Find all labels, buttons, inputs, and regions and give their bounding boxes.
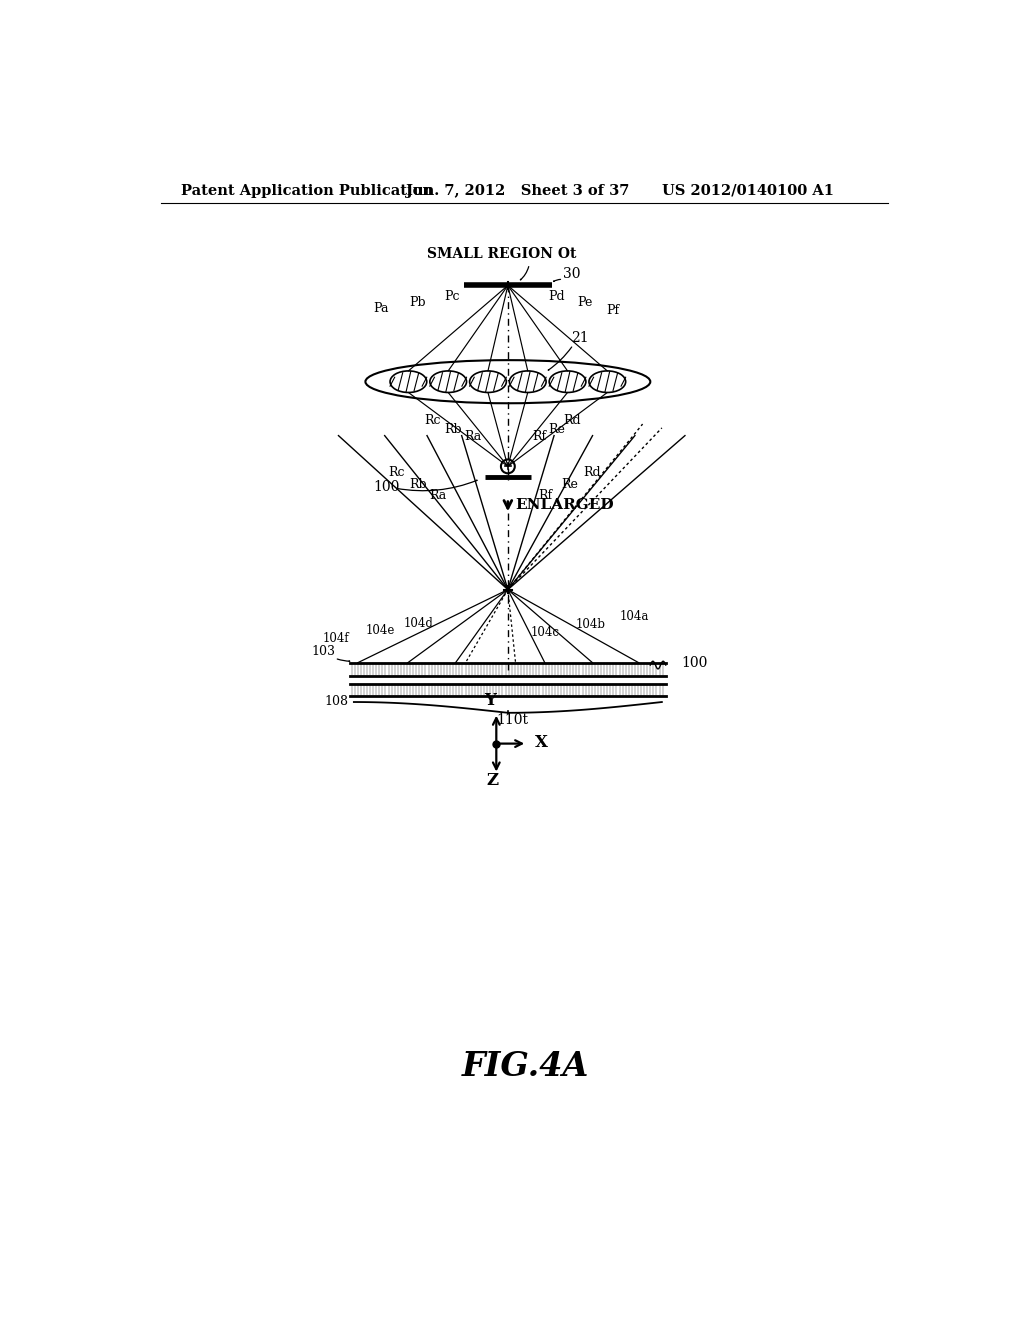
Text: 104e: 104e (366, 624, 395, 638)
Text: 103: 103 (311, 645, 336, 659)
Text: US 2012/0140100 A1: US 2012/0140100 A1 (662, 183, 834, 198)
Text: Rf: Rf (532, 430, 547, 444)
FancyArrowPatch shape (520, 267, 528, 280)
Text: FIG.4A: FIG.4A (462, 1051, 589, 1084)
Text: Pb: Pb (410, 296, 426, 309)
Text: Rb: Rb (444, 422, 463, 436)
Text: 104c: 104c (531, 626, 560, 639)
Text: 104b: 104b (575, 618, 605, 631)
Text: X: X (535, 734, 548, 751)
Text: Re: Re (548, 422, 565, 436)
FancyArrowPatch shape (548, 347, 571, 370)
Text: 30: 30 (563, 267, 581, 281)
Text: 21: 21 (571, 331, 589, 345)
Text: 100: 100 (373, 480, 399, 494)
Text: Ra: Ra (465, 430, 482, 444)
Text: Pa: Pa (373, 302, 389, 315)
FancyArrowPatch shape (554, 280, 560, 281)
Text: Rb: Rb (410, 478, 427, 491)
Text: Pc: Pc (444, 290, 460, 304)
Text: Rd: Rd (584, 466, 601, 479)
Text: Pe: Pe (578, 296, 593, 309)
Text: 100: 100 (681, 656, 708, 669)
Text: 104d: 104d (403, 616, 434, 630)
Text: Rc: Rc (388, 466, 406, 479)
Text: Ra: Ra (429, 488, 446, 502)
Text: Patent Application Publication: Patent Application Publication (180, 183, 432, 198)
Text: 110t: 110t (497, 713, 528, 726)
Text: Re: Re (562, 478, 579, 491)
Text: Pd: Pd (548, 290, 564, 304)
FancyArrowPatch shape (396, 480, 477, 491)
Text: Y: Y (484, 692, 496, 709)
Text: Z: Z (486, 772, 499, 789)
Text: ENLARGED: ENLARGED (515, 498, 614, 512)
Text: Jun. 7, 2012   Sheet 3 of 37: Jun. 7, 2012 Sheet 3 of 37 (407, 183, 630, 198)
Text: 104a: 104a (620, 610, 649, 623)
Text: Rc: Rc (425, 414, 441, 428)
Text: 104f: 104f (323, 632, 349, 645)
Text: Rd: Rd (563, 414, 581, 428)
Text: 108: 108 (325, 696, 348, 708)
Text: Pf: Pf (606, 304, 620, 317)
Text: SMALL REGION Ot: SMALL REGION Ot (427, 247, 577, 261)
Text: Rf: Rf (539, 488, 553, 502)
FancyArrowPatch shape (337, 659, 349, 661)
